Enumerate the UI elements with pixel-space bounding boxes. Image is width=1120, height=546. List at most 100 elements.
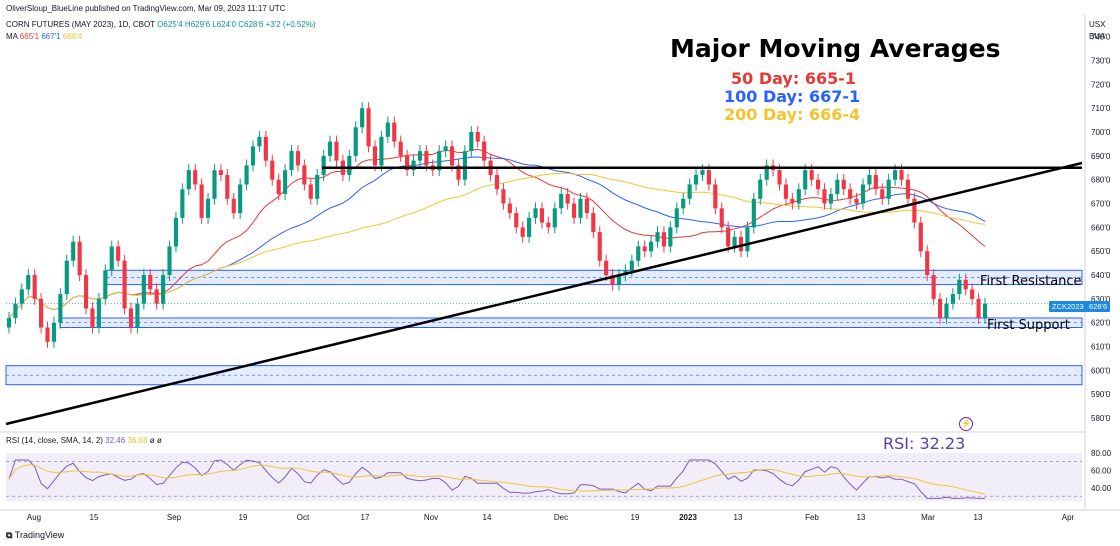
candle-body	[520, 227, 525, 237]
candle-body	[39, 298, 44, 328]
candle-body	[507, 203, 512, 214]
candle-body	[610, 275, 615, 285]
candle-body	[392, 122, 397, 142]
candle-body	[321, 155, 326, 175]
candle-body	[96, 298, 101, 328]
candle-body	[77, 241, 82, 276]
candle-body	[141, 275, 146, 304]
candle-body	[867, 174, 872, 185]
ohlc-values: O625'4 H629'6 L624'0 C628'6 +3'2 (+0.52%…	[157, 20, 316, 29]
candle-body	[71, 241, 76, 261]
first-resistance-label: First Resistance	[980, 274, 1082, 289]
candle-body	[218, 170, 223, 175]
published-line: OliverSloup_BlueLine published on Tradin…	[6, 4, 286, 13]
candle-body	[848, 189, 853, 199]
price-tick-label: 580'0	[1091, 414, 1111, 423]
price-tick-label: 710'0	[1091, 104, 1111, 113]
candle-body	[880, 189, 885, 199]
candle-body	[315, 174, 320, 199]
candle-body	[571, 203, 577, 218]
candle-body	[777, 170, 782, 185]
footer-brand-text: TradingView	[14, 530, 65, 540]
candle-body	[462, 151, 467, 180]
candle-body	[19, 289, 24, 304]
candle-body	[161, 275, 166, 304]
rsi-ma-line	[8, 464, 986, 495]
candle-body	[950, 294, 955, 304]
price-tick-label: 590'0	[1091, 390, 1111, 399]
price-tick-label: 740'0	[1091, 33, 1111, 42]
candle-body	[494, 174, 500, 190]
ma-label[interactable]: MA	[6, 32, 18, 41]
time-tick-label: Sep	[167, 513, 182, 522]
symbol-line[interactable]: CORN FUTURES (MAY 2023), 1D, CBOT	[6, 20, 155, 29]
candle-body	[751, 198, 756, 228]
candle-body	[109, 246, 114, 271]
candle-body	[745, 227, 750, 252]
currency-label[interactable]: USX	[1089, 20, 1106, 29]
footer-brand[interactable]: ⧉ TradingView	[6, 530, 64, 541]
rsi-extra-2: ø	[156, 436, 162, 445]
candle-body	[937, 298, 943, 318]
candle-body	[469, 132, 474, 152]
candle-body	[327, 141, 333, 156]
trendline-ascending	[5, 161, 1083, 426]
candle-body	[726, 227, 731, 247]
candle-body	[604, 260, 609, 276]
candle-body	[687, 184, 692, 199]
first-support-label: First Support	[987, 318, 1070, 333]
candle-body	[257, 136, 262, 147]
unit-label[interactable]: BUA	[1089, 32, 1106, 41]
candle-body	[700, 170, 705, 175]
time-tick-label: 2023	[679, 513, 697, 522]
candle-body	[347, 155, 352, 175]
candle-body	[629, 260, 634, 271]
candle-body	[931, 275, 936, 299]
rsi-legend: RSI (14, close, SMA, 14, 2) 32.46 36.88 …	[6, 436, 162, 445]
ma100-value: 667'1	[41, 32, 61, 41]
candle-body	[976, 298, 981, 318]
candle-body	[803, 170, 808, 190]
candle-body	[809, 170, 814, 180]
candle-body	[90, 308, 95, 328]
price-tick-label: 680'0	[1091, 176, 1111, 185]
ma50-value: 665'1	[19, 32, 40, 41]
candle-body	[860, 184, 866, 204]
rsi-label[interactable]: RSI (14, close, SMA, 14, 2)	[6, 436, 103, 445]
candle-body	[552, 208, 557, 228]
candle-body	[649, 241, 654, 252]
candle-body	[616, 275, 622, 285]
candle-body	[957, 279, 962, 295]
candle-body	[231, 198, 236, 214]
annotation-ma50: 50 Day: 665-1	[731, 69, 856, 88]
candle-body	[212, 170, 217, 199]
candle-body	[308, 184, 313, 199]
price-tick-label: 630'0	[1091, 295, 1111, 304]
candle-body	[199, 184, 204, 218]
lightning-icon[interactable]: ⚡	[959, 417, 973, 431]
candle-body	[64, 260, 69, 295]
candle-body	[732, 236, 737, 247]
rsi-tick-label: 40.00	[1091, 484, 1112, 493]
candle-body	[276, 179, 281, 195]
candle-body	[244, 165, 249, 185]
candle-body	[482, 141, 487, 161]
candle-body	[372, 146, 378, 166]
candle-body	[405, 155, 410, 171]
last-price-tag: 628'6	[1086, 301, 1111, 312]
candle-body	[135, 303, 140, 328]
candle-body	[45, 327, 50, 342]
candle-body	[205, 198, 211, 218]
rsi-tick-label: 60.00	[1091, 466, 1112, 475]
candle-body	[925, 251, 930, 276]
candle-body	[379, 136, 384, 166]
candle-body	[32, 275, 37, 299]
candle-body	[83, 275, 89, 309]
candle-body	[790, 198, 795, 204]
candle-body	[103, 270, 108, 299]
candle-body	[661, 232, 667, 247]
ma50-line	[8, 148, 986, 319]
candle-body	[668, 227, 673, 247]
candle-body	[970, 289, 975, 299]
